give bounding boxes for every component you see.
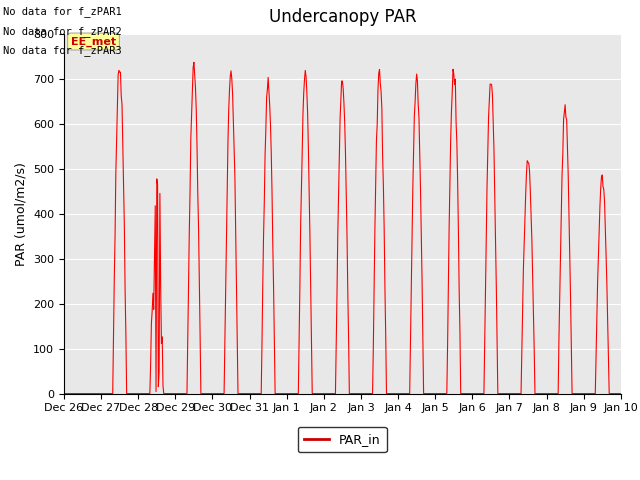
- Legend: PAR_in: PAR_in: [298, 427, 387, 452]
- Text: No data for f_zPAR2: No data for f_zPAR2: [3, 25, 122, 36]
- Text: No data for f_zPAR1: No data for f_zPAR1: [3, 6, 122, 17]
- Text: EE_met: EE_met: [71, 36, 116, 47]
- Y-axis label: PAR (umol/m2/s): PAR (umol/m2/s): [15, 162, 28, 265]
- Title: Undercanopy PAR: Undercanopy PAR: [269, 9, 416, 26]
- Text: No data for f_zPAR3: No data for f_zPAR3: [3, 45, 122, 56]
